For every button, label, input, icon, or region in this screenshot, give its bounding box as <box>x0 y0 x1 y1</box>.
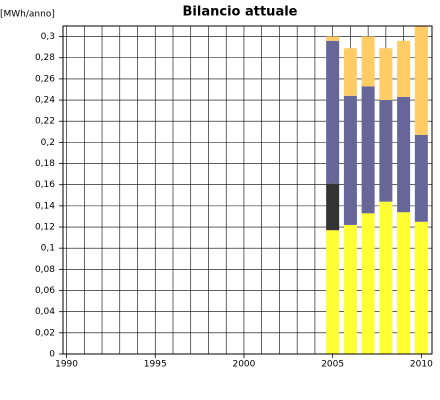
bar-segment <box>343 224 357 354</box>
x-tick-label: 1995 <box>144 360 167 370</box>
x-tick-label: 1990 <box>55 360 78 370</box>
bar-segment <box>361 213 375 354</box>
y-tick-label: 0,12 <box>35 223 55 233</box>
y-tick-label: 0,04 <box>35 307 55 317</box>
y-tick-label: 0,16 <box>35 180 55 190</box>
plot-frame <box>62 25 433 355</box>
y-tick-label: 0,1 <box>41 244 55 254</box>
y-tick-label: 0,3 <box>41 32 55 42</box>
axes: 0 0,02 0,04 0,06 0,08 0,1 0,12 0,14 0,16 0,18 0,2 0… <box>35 25 433 370</box>
grid <box>63 26 432 355</box>
y-axis-label: [MWh/anno] <box>0 10 55 20</box>
bar-segment <box>379 100 393 202</box>
y-tick-label: 0,26 <box>35 74 55 84</box>
x-tick-label: 2000 <box>232 360 255 370</box>
y-tick-label: 0,14 <box>35 201 55 211</box>
bar-segment <box>361 36 375 87</box>
bars <box>326 26 428 354</box>
x-tick-label: 2010 <box>410 360 433 370</box>
bar-segment <box>361 86 375 214</box>
y-tick-label: 0,28 <box>35 53 55 63</box>
y-tick-label: 0,22 <box>35 117 55 127</box>
y-tick-label: 0,24 <box>35 96 55 106</box>
bar-segment <box>343 48 357 96</box>
y-tick-label: 0,06 <box>35 286 55 296</box>
bar-segment <box>343 95 357 225</box>
bar-segment <box>326 230 340 354</box>
bar-segment <box>397 40 411 97</box>
x-tick-label: 2005 <box>321 360 344 370</box>
bar-segment <box>379 201 393 354</box>
y-tick-label: 0 <box>49 350 55 360</box>
bar-segment <box>414 221 428 354</box>
y-tick-label: 0,18 <box>35 159 55 169</box>
bar-segment <box>414 134 428 222</box>
y-tick-label: 0,02 <box>35 328 55 338</box>
chart-title: Bilancio attuale <box>183 5 298 20</box>
bar-segment <box>326 183 340 231</box>
bar-segment <box>397 96 411 213</box>
bar-segment <box>379 48 393 101</box>
bar-segment <box>326 40 340 184</box>
bar-segment <box>326 36 340 41</box>
bar-segment <box>414 26 428 135</box>
y-tick-label: 0,2 <box>41 138 55 148</box>
bar-segment <box>397 212 411 354</box>
y-tick-label: 0,08 <box>35 265 55 275</box>
